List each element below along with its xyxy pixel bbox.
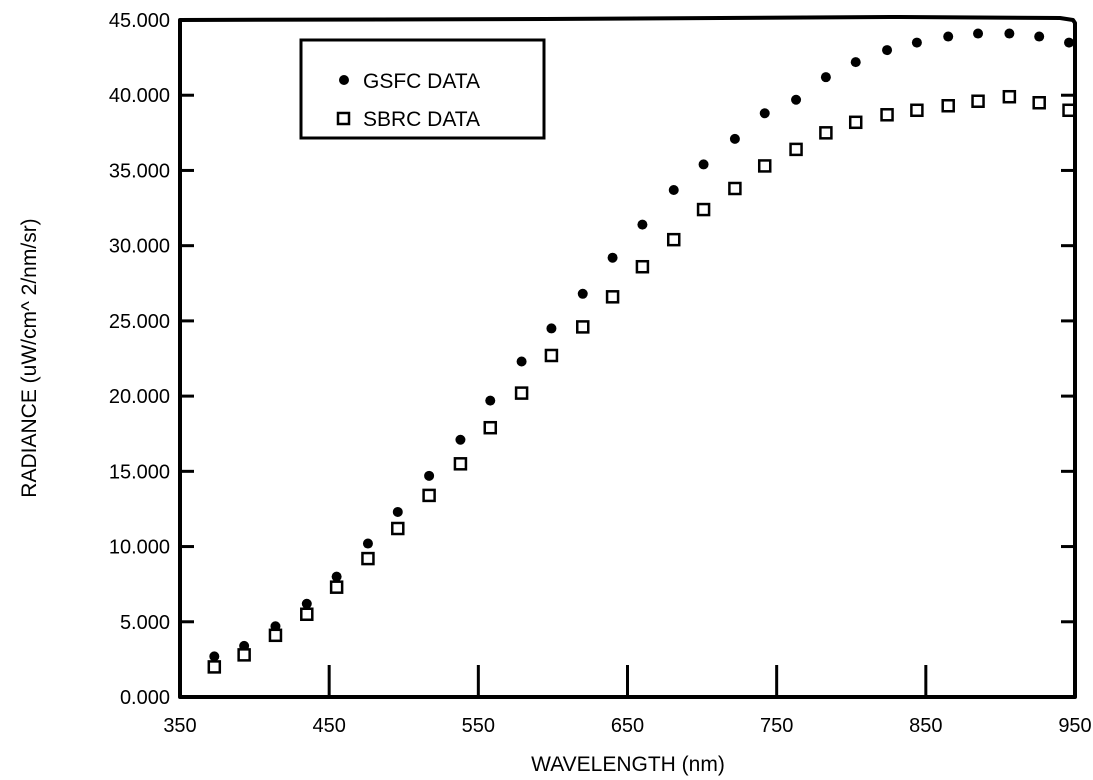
x-axis-label: WAVELENGTH (nm) — [531, 753, 725, 776]
gsfc-data-point — [791, 94, 802, 105]
y-tick-label: 5.000 — [120, 612, 170, 634]
gsfc-data-point — [485, 395, 496, 406]
gsfc-data-point — [850, 57, 861, 68]
gsfc-data-point — [392, 506, 403, 517]
legend: GSFC DATA SBRC DATA — [299, 38, 546, 140]
x-tick-label: 650 — [611, 715, 644, 737]
gsfc-data-point — [331, 571, 342, 582]
x-tick-label: 550 — [462, 715, 495, 737]
gsfc-data-point — [362, 538, 373, 549]
y-tick-label: 35.000 — [109, 160, 170, 182]
gsfc-data-point — [911, 37, 922, 48]
y-axis: 0.000 5.000 10.000 15.000 20.000 25.000 30.000… — [109, 10, 1075, 709]
x-tick-label: 750 — [760, 715, 793, 737]
y-axis-label: RADIANCE (uW/cm^ 2/nm/sr) — [18, 218, 41, 497]
sbrc-data-point — [757, 159, 772, 173]
gsfc-data-point — [546, 323, 557, 334]
sbrc-data-point — [576, 320, 590, 334]
x-tick-label: 850 — [909, 715, 942, 737]
sbrc-data-point — [848, 115, 863, 130]
sbrc-data-point — [300, 607, 314, 622]
gsfc-data-point — [1064, 37, 1075, 48]
y-tick-label: 45.000 — [109, 10, 170, 32]
legend-marker-sbrc — [336, 111, 351, 126]
gsfc-data-point — [516, 356, 527, 367]
sbrc-data-point — [329, 580, 344, 594]
x-tick-label: 350 — [163, 715, 196, 737]
y-tick-label: 25.000 — [109, 311, 170, 333]
sbrc-data-point — [971, 94, 985, 108]
gsfc-data-point — [820, 72, 831, 83]
gsfc-data-point — [668, 185, 679, 196]
gsfc-data-point — [209, 651, 220, 662]
gsfc-data-point — [301, 598, 312, 609]
sbrc-data-point — [635, 259, 650, 274]
gsfc-data-point — [424, 470, 435, 481]
sbrc-data-point — [514, 386, 529, 400]
sbrc-data-point — [819, 126, 833, 140]
sbrc-data-point — [268, 628, 283, 643]
gsfc-data-point — [882, 45, 893, 56]
gsfc-data-point — [455, 434, 466, 445]
gsfc-data-point — [1034, 31, 1045, 42]
y-tick-label: 15.000 — [109, 461, 170, 483]
plot-frame — [178, 15, 1077, 699]
gsfc-data-point — [943, 31, 954, 42]
sbrc-data-point — [1002, 89, 1017, 104]
plot-marks — [207, 28, 1076, 674]
sbrc-data-point — [237, 648, 251, 662]
gsfc-data-point — [637, 219, 648, 230]
sbrc-data-point — [666, 232, 681, 247]
sbrc-data-point — [391, 521, 405, 536]
gsfc-data-point — [759, 108, 770, 119]
sbrc-data-point — [1062, 103, 1076, 118]
sbrc-data-point — [1032, 95, 1046, 110]
sbrc-data-point — [789, 142, 803, 157]
legend-marker-gsfc — [339, 75, 349, 85]
x-tick-label: 450 — [312, 715, 345, 737]
sbrc-data-point — [605, 290, 620, 304]
x-axis: 350 450 550 650 750 850 950 — [163, 665, 1092, 737]
gsfc-data-point — [577, 288, 588, 299]
legend-label-gsfc: GSFC DATA — [363, 70, 480, 93]
gsfc-data-point — [698, 159, 709, 170]
sbrc-data-point — [880, 108, 894, 122]
sbrc-data-point — [728, 181, 742, 196]
sbrc-data-point — [941, 99, 955, 113]
sbrc-data-point — [483, 420, 498, 435]
x-tick-label: 950 — [1058, 715, 1091, 737]
y-tick-label: 30.000 — [109, 236, 170, 258]
sbrc-data-point — [207, 660, 222, 674]
sbrc-data-point — [361, 551, 375, 566]
sbrc-data-point — [453, 457, 468, 471]
sbrc-data-point — [422, 488, 436, 503]
legend-label-sbrc: SBRC DATA — [363, 108, 480, 131]
y-tick-label: 10.000 — [109, 537, 170, 559]
y-tick-label: 20.000 — [109, 386, 170, 408]
sbrc-data-point — [696, 202, 711, 217]
sbrc-data-point — [910, 103, 924, 118]
y-tick-label: 40.000 — [109, 85, 170, 107]
gsfc-data-point — [1004, 28, 1015, 39]
gsfc-data-point — [973, 28, 984, 39]
sbrc-data-point — [544, 348, 559, 363]
y-tick-label: 0.000 — [120, 687, 170, 709]
gsfc-data-point — [607, 252, 618, 263]
gsfc-data-point — [729, 133, 740, 144]
